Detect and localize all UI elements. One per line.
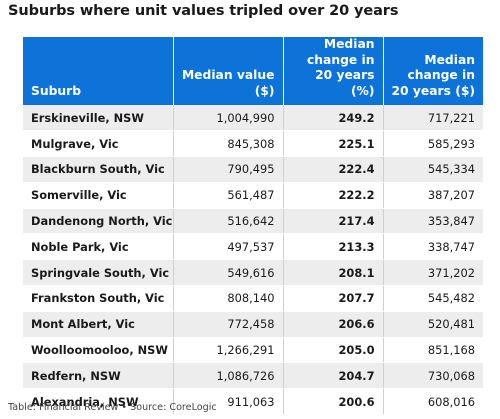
cell-suburb: Alexandria, NSW xyxy=(23,388,173,416)
table-row: Mont Albert, Vic 772,458 206.6 520,481 xyxy=(23,311,483,338)
column-header-change-dollars: Median change in 20 years ($) xyxy=(382,37,483,105)
cell-change-dollars: 585,293 xyxy=(382,130,483,158)
column-header-change-percent: Median change in 20 years (%) xyxy=(282,37,383,105)
cell-median-value: 1,086,726 xyxy=(172,362,283,390)
table-row: Erskineville, NSW 1,004,990 249.2 717,221 xyxy=(23,105,483,132)
cell-median-value: 845,308 xyxy=(172,130,283,158)
cell-suburb: Woolloomooloo, NSW xyxy=(23,337,173,364)
cell-change-dollars: 545,482 xyxy=(382,285,483,312)
cell-suburb: Redfern, NSW xyxy=(23,362,173,390)
table-row: Redfern, NSW 1,086,726 204.7 730,068 xyxy=(23,362,483,390)
cell-suburb: Springvale South, Vic xyxy=(23,259,173,287)
cell-change-percent: 217.4 xyxy=(282,208,383,235)
cell-median-value: 549,616 xyxy=(172,259,283,287)
table-row: Blackburn South, Vic 790,495 222.4 545,334 xyxy=(23,156,483,183)
column-header-suburb: Suburb xyxy=(31,83,82,98)
cell-change-dollars: 338,747 xyxy=(382,233,483,261)
cell-change-dollars: 387,207 xyxy=(382,182,483,209)
cell-median-value: 497,537 xyxy=(172,233,283,261)
cell-change-dollars: 608,016 xyxy=(382,388,483,416)
cell-suburb: Frankston South, Vic xyxy=(23,285,173,312)
cell-median-value: 516,642 xyxy=(172,208,283,235)
table-row: Noble Park, Vic 497,537 213.3 338,747 xyxy=(23,233,483,261)
cell-suburb: Erskineville, NSW xyxy=(23,105,173,132)
cell-change-percent: 207.7 xyxy=(282,285,383,312)
cell-change-percent: 208.1 xyxy=(282,259,383,287)
table-footer: Table: Financial Review • Source: CoreLo… xyxy=(8,402,217,413)
table-row: Dandenong North, Vic 516,642 217.4 353,847 xyxy=(23,208,483,235)
cell-change-dollars: 520,481 xyxy=(382,311,483,338)
data-table: Suburb Median value ($) Median change in… xyxy=(23,37,483,416)
table-row: Frankston South, Vic 808,140 207.7 545,482 xyxy=(23,285,483,312)
cell-change-percent: 249.2 xyxy=(282,105,383,132)
table-row: Alexandria, NSW 911,063 200.6 608,016 xyxy=(23,388,483,416)
cell-change-dollars: 545,334 xyxy=(382,156,483,183)
cell-change-percent: 213.3 xyxy=(282,233,383,261)
cell-median-value: 808,140 xyxy=(172,285,283,312)
cell-change-percent: 200.6 xyxy=(282,388,383,416)
cell-suburb: Somerville, Vic xyxy=(23,182,173,209)
cell-change-percent: 206.6 xyxy=(282,311,383,338)
cell-median-value: 790,495 xyxy=(172,156,283,183)
table-body: Erskineville, NSW 1,004,990 249.2 717,221 Mu… xyxy=(23,105,483,416)
cell-median-value: 1,004,990 xyxy=(172,105,283,132)
table-row: Woolloomooloo, NSW 1,266,291 205.0 851,168 xyxy=(23,337,483,364)
cell-change-percent: 222.4 xyxy=(282,156,383,183)
cell-suburb: Noble Park, Vic xyxy=(23,233,173,261)
cell-change-dollars: 717,221 xyxy=(382,105,483,132)
cell-suburb: Mulgrave, Vic xyxy=(23,130,173,158)
cell-change-dollars: 851,168 xyxy=(382,337,483,364)
table-row: Springvale South, Vic 549,616 208.1 371,202 xyxy=(23,259,483,287)
cell-suburb: Blackburn South, Vic xyxy=(23,156,173,183)
cell-median-value: 1,266,291 xyxy=(172,337,283,364)
table-title: Suburbs where unit values tripled over 2… xyxy=(8,3,399,19)
cell-change-percent: 225.1 xyxy=(282,130,383,158)
cell-change-percent: 204.7 xyxy=(282,362,383,390)
cell-median-value: 561,487 xyxy=(172,182,283,209)
cell-change-dollars: 353,847 xyxy=(382,208,483,235)
cell-change-dollars: 730,068 xyxy=(382,362,483,390)
cell-change-percent: 205.0 xyxy=(282,337,383,364)
cell-median-value: 772,458 xyxy=(172,311,283,338)
table-row: Mulgrave, Vic 845,308 225.1 585,293 xyxy=(23,130,483,158)
cell-suburb: Dandenong North, Vic xyxy=(23,208,173,235)
cell-suburb: Mont Albert, Vic xyxy=(23,311,173,338)
header-row: Suburb Median value ($) Median change in… xyxy=(23,37,483,105)
cell-change-percent: 222.2 xyxy=(282,182,383,209)
cell-change-dollars: 371,202 xyxy=(382,259,483,287)
cell-median-value: 911,063 xyxy=(172,388,283,416)
table-row: Somerville, Vic 561,487 222.2 387,207 xyxy=(23,182,483,209)
column-header-median-value: Median value ($) xyxy=(172,37,283,105)
